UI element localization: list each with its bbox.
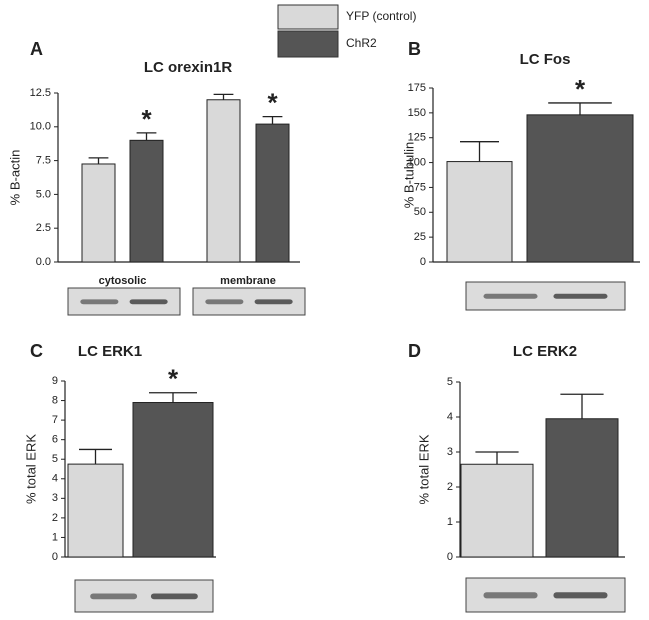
y-tick-label: 5 bbox=[447, 376, 453, 388]
y-tick-label: 0 bbox=[420, 256, 426, 268]
y-tick-label: 10.0 bbox=[30, 121, 51, 133]
bar bbox=[446, 161, 513, 263]
y-tick-label: 4 bbox=[447, 411, 453, 423]
significance-mark: * bbox=[168, 364, 179, 394]
x-tick-label: cytosolic bbox=[99, 275, 147, 287]
y-tick-label: 7 bbox=[52, 414, 58, 426]
legend-swatch bbox=[277, 30, 339, 58]
y-tick-label: 100 bbox=[408, 156, 426, 168]
blot-band bbox=[205, 299, 244, 305]
x-tick-label: membrane bbox=[220, 275, 276, 287]
y-tick-label: 4 bbox=[52, 473, 58, 485]
y-tick-label: 8 bbox=[52, 394, 58, 406]
blot-band bbox=[553, 293, 608, 299]
y-tick-label: 1 bbox=[52, 531, 58, 543]
blot-band bbox=[129, 299, 168, 305]
bar bbox=[206, 99, 241, 263]
panel-letter: A bbox=[30, 39, 43, 59]
y-axis-label: % B-actin bbox=[7, 150, 22, 206]
bar bbox=[545, 418, 619, 558]
y-tick-label: 0 bbox=[447, 551, 453, 563]
y-tick-label: 75 bbox=[414, 181, 426, 193]
y-tick-label: 2 bbox=[52, 512, 58, 524]
blot-band bbox=[90, 593, 138, 600]
chart-title: LC ERK2 bbox=[513, 343, 577, 360]
legend-swatch bbox=[277, 4, 339, 30]
significance-mark: * bbox=[141, 104, 152, 134]
y-tick-label: 7.5 bbox=[36, 155, 51, 167]
bar bbox=[129, 139, 164, 263]
bar bbox=[132, 402, 214, 558]
y-tick-label: 2.5 bbox=[36, 222, 51, 234]
bar bbox=[460, 463, 534, 558]
y-axis-label: % B-tubulin bbox=[401, 142, 416, 208]
chart-title: LC Fos bbox=[520, 51, 571, 68]
significance-mark: * bbox=[575, 74, 586, 104]
y-axis-label: % total ERK bbox=[23, 434, 38, 504]
blot-band bbox=[254, 299, 293, 305]
y-tick-label: 25 bbox=[414, 231, 426, 243]
bar bbox=[255, 123, 290, 263]
y-tick-label: 125 bbox=[408, 132, 426, 144]
y-tick-label: 5.0 bbox=[36, 188, 51, 200]
legend-label: ChR2 bbox=[346, 36, 377, 50]
y-tick-label: 175 bbox=[408, 82, 426, 94]
bar bbox=[526, 114, 634, 263]
y-tick-label: 12.5 bbox=[30, 87, 51, 99]
y-tick-label: 3 bbox=[52, 492, 58, 504]
bar bbox=[81, 163, 116, 263]
y-tick-label: 3 bbox=[447, 446, 453, 458]
y-tick-label: 150 bbox=[408, 107, 426, 119]
y-tick-label: 0.0 bbox=[36, 256, 51, 268]
y-tick-label: 9 bbox=[52, 375, 58, 387]
legend-label: YFP (control) bbox=[346, 9, 416, 23]
panel-letter: D bbox=[408, 341, 421, 361]
y-tick-label: 6 bbox=[52, 434, 58, 446]
bar bbox=[67, 463, 124, 558]
y-tick-label: 1 bbox=[447, 516, 453, 528]
y-tick-label: 5 bbox=[52, 453, 58, 465]
y-axis-label: % total ERK bbox=[416, 434, 431, 504]
blot-band bbox=[483, 293, 538, 299]
blot-band bbox=[80, 299, 119, 305]
blot-band bbox=[150, 593, 198, 600]
panel-letter: C bbox=[30, 341, 43, 361]
panel-letter: B bbox=[408, 39, 421, 59]
chart-title: LC ERK1 bbox=[78, 343, 142, 360]
chart-title: LC orexin1R bbox=[144, 59, 233, 76]
y-tick-label: 2 bbox=[447, 481, 453, 493]
significance-mark: * bbox=[267, 88, 278, 118]
blot-band bbox=[483, 592, 538, 599]
y-tick-label: 0 bbox=[52, 551, 58, 563]
blot-band bbox=[553, 592, 608, 599]
y-tick-label: 50 bbox=[414, 206, 426, 218]
